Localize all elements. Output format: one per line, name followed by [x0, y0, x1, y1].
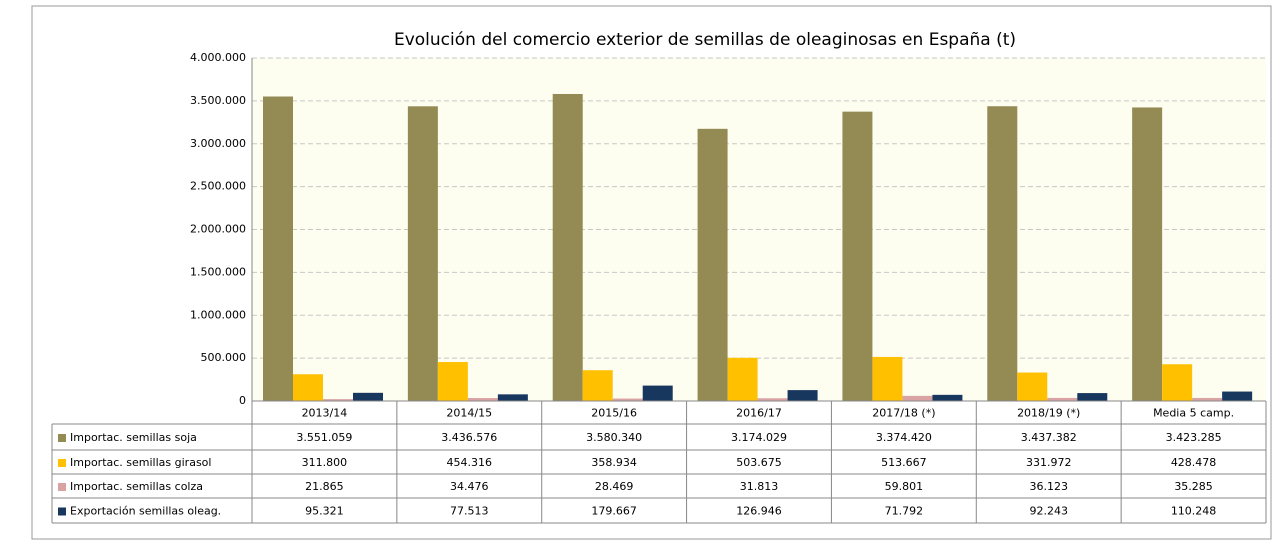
table-value: 35.285 [1174, 480, 1213, 493]
table-value: 3.437.382 [1021, 431, 1077, 444]
x-tick-label: 2016/17 [736, 407, 782, 420]
legend-label: Exportación semillas oleag. [70, 505, 221, 518]
y-tick-label: 1.000.000 [190, 308, 246, 321]
table-value: 179.667 [591, 505, 637, 518]
chart-title: Evolución del comercio exterior de semil… [394, 30, 1016, 50]
legend-swatch [58, 483, 66, 491]
table-value: 21.865 [305, 480, 344, 493]
table-value: 3.436.576 [441, 431, 497, 444]
legend-label: Importac. semillas soja [70, 431, 197, 444]
table-value: 358.934 [591, 456, 637, 469]
bar [1132, 107, 1163, 401]
bar [932, 394, 963, 401]
bar [552, 93, 583, 402]
table-value: 71.792 [885, 505, 924, 518]
bar [323, 399, 353, 401]
x-tick-label: 2017/18 (*) [872, 407, 935, 420]
table-value: 311.800 [302, 456, 348, 469]
bar [1017, 372, 1048, 401]
x-tick-label: 2015/16 [591, 407, 637, 420]
table-value: 3.551.059 [296, 431, 352, 444]
bar [612, 398, 643, 401]
bar [1222, 391, 1253, 401]
table-value: 110.248 [1171, 505, 1217, 518]
bar [407, 106, 438, 402]
bar [987, 106, 1018, 401]
bar [353, 392, 383, 401]
y-tick-label: 3.000.000 [190, 137, 246, 150]
bar [437, 362, 468, 401]
bar [263, 96, 293, 401]
table-value: 3.580.340 [586, 431, 642, 444]
y-tick-label: 4.000.000 [190, 51, 246, 64]
table-value: 34.476 [450, 480, 489, 493]
y-tick-label: 2.000.000 [190, 223, 246, 236]
legend-swatch [58, 507, 66, 516]
table-value: 59.801 [885, 480, 924, 493]
bar [872, 356, 903, 401]
legend-swatch [58, 434, 66, 442]
table-value: 503.675 [736, 456, 782, 469]
table-value: 77.513 [450, 505, 489, 518]
legend-swatch [58, 459, 66, 467]
bar [293, 374, 323, 401]
x-tick-label: Media 5 camp. [1153, 407, 1234, 420]
table-value: 95.321 [305, 505, 344, 518]
table-value: 428.478 [1171, 456, 1217, 469]
bar [642, 385, 673, 401]
x-tick-label: 2013/14 [302, 407, 348, 420]
table-value: 92.243 [1029, 505, 1068, 518]
table-value: 36.123 [1029, 480, 1068, 493]
y-tick-label: 500.000 [201, 351, 247, 364]
bar [582, 370, 613, 401]
y-tick-label: 3.500.000 [190, 94, 246, 107]
bar [757, 398, 788, 401]
y-tick-label: 0 [239, 394, 246, 407]
bar [1077, 393, 1108, 401]
table-value: 454.316 [447, 456, 493, 469]
bar [902, 395, 933, 401]
table-value: 513.667 [881, 456, 927, 469]
table-value: 3.374.420 [876, 431, 932, 444]
y-tick-label: 2.500.000 [190, 180, 246, 193]
legend-label: Importac. semillas colza [70, 480, 203, 493]
table-value: 31.813 [740, 480, 779, 493]
legend-label: Importac. semillas girasol [70, 456, 211, 469]
y-tick-label: 1.500.000 [190, 265, 246, 278]
table-value: 3.423.285 [1166, 431, 1222, 444]
table-value: 331.972 [1026, 456, 1072, 469]
x-tick-label: 2014/15 [446, 407, 492, 420]
bar [497, 394, 528, 401]
bar [1192, 397, 1223, 401]
bar [467, 398, 498, 401]
bar [1047, 397, 1078, 401]
table-value: 126.946 [736, 505, 782, 518]
bar [787, 390, 818, 401]
bar [1162, 364, 1193, 401]
table-value: 28.469 [595, 480, 634, 493]
bar [842, 111, 873, 401]
bar [697, 128, 728, 401]
table-value: 3.174.029 [731, 431, 787, 444]
bar [727, 357, 758, 401]
x-tick-label: 2018/19 (*) [1017, 407, 1080, 420]
